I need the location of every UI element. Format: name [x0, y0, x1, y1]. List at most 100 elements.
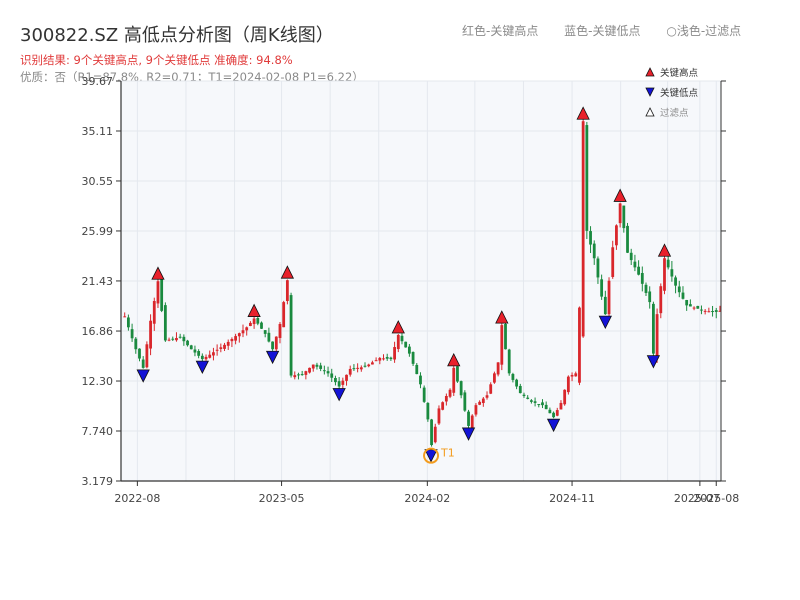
x-tick-label: 2024-02 — [404, 492, 450, 505]
candle-body — [674, 277, 677, 286]
candle-body — [304, 371, 308, 375]
key-low-marker — [646, 355, 661, 369]
candle-body — [404, 341, 408, 348]
candle-body — [234, 336, 238, 341]
candle-body — [666, 259, 670, 268]
legend-marker — [645, 87, 655, 97]
candle-body — [356, 367, 360, 369]
color-key-red: 红色-关键高点 — [462, 24, 539, 38]
candle-body — [644, 284, 648, 293]
candle-body — [629, 252, 633, 261]
candle-body — [470, 415, 474, 428]
candle-body — [707, 311, 711, 313]
candle-body — [637, 266, 641, 275]
candle-body — [677, 286, 681, 293]
candle-body — [615, 225, 618, 246]
candle-body — [334, 378, 337, 383]
candle-body — [426, 402, 430, 420]
candle-body — [152, 300, 156, 324]
candle-body — [393, 347, 396, 360]
candle-body — [481, 398, 485, 404]
candle-body — [537, 404, 541, 406]
candle-body — [585, 125, 589, 231]
candle-body — [385, 357, 389, 359]
candles — [123, 116, 722, 447]
candle-body — [688, 304, 692, 307]
candle-body — [592, 243, 596, 259]
candle-body — [570, 374, 574, 377]
candle-body — [574, 373, 578, 377]
candle-body — [544, 404, 548, 410]
candle-body — [529, 400, 533, 402]
key-low-marker — [461, 427, 476, 441]
candle-body — [341, 380, 345, 385]
candle-body — [407, 346, 411, 354]
candle-body — [441, 402, 445, 410]
y-tick-label: 16.86 — [82, 325, 114, 338]
candle-body — [603, 296, 607, 315]
y-tick-label: 7.740 — [82, 425, 114, 438]
x-tick-label: 2022-08 — [114, 492, 160, 505]
candle-body — [237, 333, 241, 337]
candle-body — [271, 341, 274, 350]
candle-body — [452, 367, 456, 393]
candle-body — [160, 279, 164, 311]
candle-body — [655, 314, 659, 359]
candle-body — [714, 310, 718, 312]
key-high-marker — [447, 352, 461, 367]
candle-body — [230, 338, 234, 342]
candle-body — [640, 272, 644, 284]
candle-body — [156, 281, 160, 304]
candle-body — [422, 387, 426, 402]
candle-body — [685, 300, 689, 306]
key-low-marker — [598, 315, 612, 330]
candle-body — [522, 394, 526, 397]
t1-marker — [423, 447, 440, 464]
candle-body — [711, 311, 714, 313]
candle-body — [245, 327, 249, 331]
candle-body — [618, 203, 622, 224]
candle-body — [300, 374, 304, 376]
candle-body — [670, 269, 674, 277]
candle-body — [559, 402, 563, 410]
candle-body — [696, 305, 700, 309]
candle-body — [252, 318, 256, 325]
candle-body — [563, 389, 567, 405]
candle-body — [419, 375, 422, 385]
candle-body — [182, 336, 186, 342]
candle-body — [322, 370, 326, 372]
candle-body — [171, 338, 175, 340]
candle-body — [496, 362, 500, 375]
y-tick-label: 12.30 — [82, 375, 114, 388]
candle-body — [285, 280, 289, 302]
candle-body — [515, 379, 518, 387]
candle-body — [703, 310, 707, 312]
candle-body — [193, 349, 197, 353]
key-low-marker — [546, 418, 561, 433]
t1-label: T1 — [440, 447, 455, 460]
candle-body — [396, 334, 400, 350]
candle-body — [478, 401, 482, 405]
y-tick-label: 25.99 — [82, 225, 114, 238]
y-tick-label: 30.55 — [82, 175, 114, 188]
candle-body — [186, 340, 189, 346]
candle-body — [444, 396, 448, 402]
key-high-marker — [657, 243, 672, 257]
candle-body — [578, 307, 581, 383]
candle-body — [552, 412, 555, 418]
candle-body — [692, 307, 696, 309]
candle-body — [123, 316, 127, 318]
key-low-marker — [332, 388, 346, 402]
candle-body — [167, 339, 171, 341]
candle-body — [145, 344, 149, 368]
candle-body — [189, 345, 193, 350]
candle-body — [518, 385, 522, 394]
candle-body — [215, 349, 219, 351]
candle-body — [581, 121, 585, 337]
candle-body — [433, 426, 437, 443]
candle-body — [175, 337, 178, 341]
candle-body — [134, 338, 138, 350]
color-key: 红色-关键高点 蓝色-关键低点 ○浅色-过滤点 — [462, 22, 741, 39]
